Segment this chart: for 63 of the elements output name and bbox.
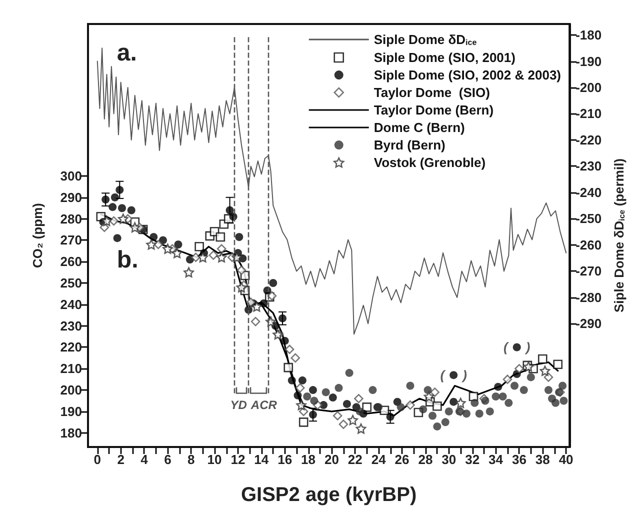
x-tick-label: 18 [301,452,316,467]
annotation: ACR [250,398,278,412]
y-axis-title: CO₂ (ppm) [30,203,45,268]
y-tick-label: 220 [60,340,82,355]
x-tick-label: 0 [94,452,101,467]
y-tick-label: 250 [60,276,82,291]
x-tick-label: 36 [512,452,526,467]
legend-label: Siple Dome (SIO, 2001) [374,50,516,65]
x-tick-label: 14 [254,452,270,467]
y-tick-label: 190 [60,404,82,419]
y2-tick-label: -260 [576,237,602,252]
y2-tick-label: -270 [576,264,602,279]
x-tick-label: 12 [230,452,246,467]
x-tick-label: 20 [324,452,339,467]
y-tick-label: 300 [60,168,82,184]
y2-tick-label: -240 [576,184,602,200]
x-tick-label: 30 [442,452,456,467]
y2-tick-label: -200 [576,80,602,96]
y2-tick-label: -190 [576,54,602,69]
x-tick-label: 6 [164,452,172,467]
x-tick-label: 10 [207,452,222,467]
y-tick-label: 260 [60,254,82,270]
x-axis-title: GISP2 age (kyrBP) [240,484,417,506]
x-tick-label: 4 [140,452,149,467]
x-tick-label: 34 [488,452,504,467]
annotation: ( ) [503,340,530,355]
legend-label: Vostok (Grenoble) [374,155,486,170]
x-tick-label: 16 [278,452,292,467]
y2-tick-label: -290 [576,316,602,332]
legend-label: Byrd (Bern) [374,138,446,152]
legend-label: Taylor Dome (SIO) [374,85,490,100]
y-tick-label: 240 [60,296,82,312]
y-tick-label: 180 [60,425,82,440]
y2-tick-label: -220 [576,132,602,148]
y-tick-label: 230 [60,318,82,334]
annotation: b. [116,246,138,274]
x-tick-label: 22 [348,452,362,467]
y2-tick-label: -250 [576,211,602,226]
annotation: a. [116,39,137,66]
annotation: ( ) [440,368,467,383]
x-tick-label: 2 [117,452,124,467]
annotation: YD [230,398,248,412]
legend-label: Dome C (Bern) [374,120,465,135]
y-tick-label: 200 [60,382,82,398]
x-tick-label: 24 [371,452,387,467]
y2-tick-label: -210 [576,106,602,122]
x-tick-label: 26 [394,452,410,467]
y-tick-label: 290 [60,190,82,205]
y-tick-label: 280 [60,211,82,226]
y2-tick-label: -180 [576,28,602,43]
x-tick-label: 40 [558,452,574,467]
y-tick-label: 210 [60,361,82,376]
x-tick-label: 32 [465,452,480,467]
legend-label: Siple Dome δDice [374,32,478,47]
y2-tick-label: -280 [576,290,602,305]
legend-label: Taylor Dome (Bern) [374,102,494,118]
y2-axis-title: Siple Dome δDice (permil) [612,158,626,313]
x-tick-label: 38 [535,452,550,467]
y2-tick-label: -230 [576,158,602,174]
legend-label: Siple Dome (SIO, 2002 & 2003) [374,68,562,82]
x-tick-label: 28 [418,452,433,467]
y-tick-label: 270 [60,232,82,248]
x-tick-label: 8 [187,452,195,467]
